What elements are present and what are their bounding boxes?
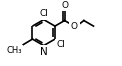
Text: N: N xyxy=(40,47,48,56)
Text: O: O xyxy=(71,22,78,31)
Text: O: O xyxy=(61,1,68,10)
Text: Cl: Cl xyxy=(57,40,66,50)
Text: CH₃: CH₃ xyxy=(7,46,22,55)
Text: Cl: Cl xyxy=(39,10,48,18)
